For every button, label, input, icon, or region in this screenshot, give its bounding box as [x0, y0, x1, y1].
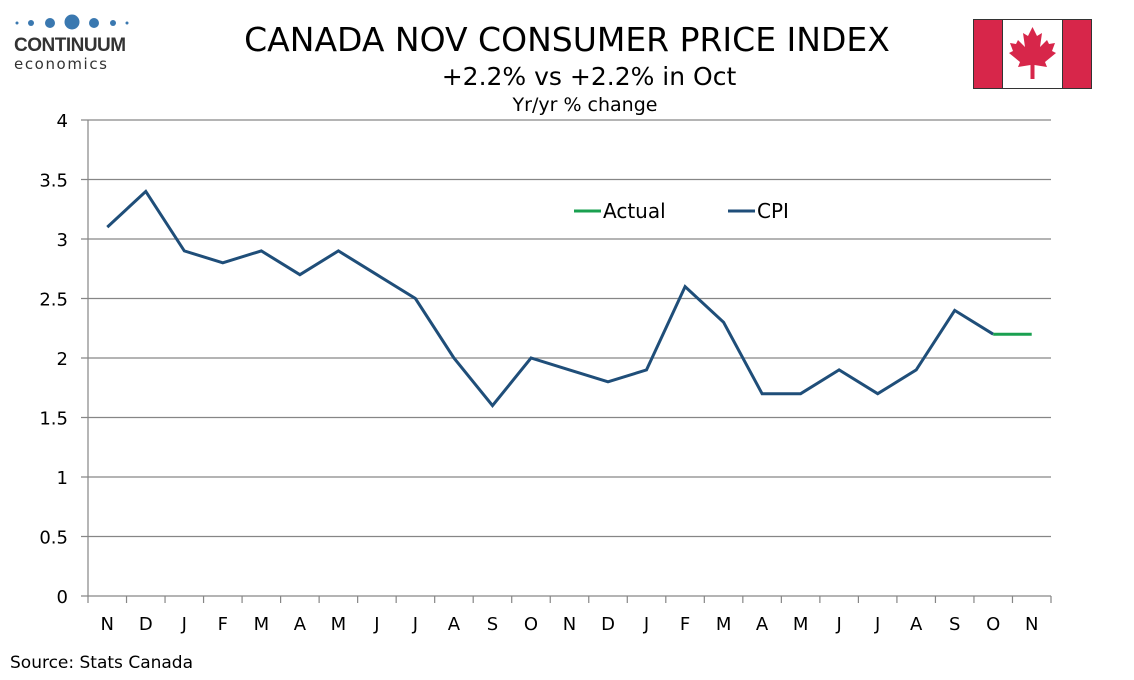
x-tick-label: A: [294, 614, 307, 635]
x-tick-label: F: [218, 614, 228, 635]
y-tick-label: 0.5: [39, 528, 68, 549]
x-tick-label: A: [756, 614, 769, 635]
x-tick-label: N: [101, 614, 114, 635]
x-tick-label: J: [412, 614, 418, 635]
y-tick-label: 1: [57, 468, 68, 489]
source-note: Source: Stats Canada: [10, 653, 194, 673]
logo-dots-icon: [15, 14, 129, 30]
x-tick-label: J: [181, 614, 187, 635]
x-tick-label: F: [680, 614, 690, 635]
canada-flag-icon: [973, 19, 1092, 89]
chart-subtitle: +2.2% vs +2.2% in Oct: [441, 62, 737, 91]
x-tick-label: J: [874, 614, 880, 635]
chart-title: CANADA NOV CONSUMER PRICE INDEX: [244, 20, 890, 59]
legend-label-actual: Actual: [603, 199, 666, 223]
continuum-logo: CONTINUUM economics: [14, 14, 134, 72]
x-tick-label: J: [373, 614, 379, 635]
y-tick-label: 3: [57, 230, 68, 251]
logo-name: CONTINUUM: [14, 35, 126, 56]
x-tick-label: S: [487, 614, 498, 635]
x-tick-label: J: [835, 614, 841, 635]
x-tick-label: M: [331, 614, 347, 635]
x-tick-label: M: [716, 614, 732, 635]
y-tick-label: 3.5: [39, 171, 68, 192]
x-tick-label: N: [563, 614, 576, 635]
x-tick-label: O: [986, 614, 1000, 635]
x-tick-label: A: [448, 614, 461, 635]
chart-unit-label: Yr/yr % change: [512, 94, 658, 116]
x-tick-label: D: [139, 614, 153, 635]
x-tick-label: M: [254, 614, 270, 635]
x-tick-label: O: [524, 614, 538, 635]
x-tick-label: M: [793, 614, 809, 635]
series-line-cpi: [106, 189, 994, 408]
x-tick-label: J: [643, 614, 649, 635]
y-tick-label: 0: [57, 587, 68, 608]
y-tick-label: 2.5: [39, 290, 68, 311]
x-tick-label: S: [949, 614, 960, 635]
x-tick-label: D: [601, 614, 615, 635]
logo-subtitle: economics: [14, 55, 109, 73]
x-tick-label: N: [1025, 614, 1038, 635]
y-tick-label: 4: [57, 111, 68, 132]
legend-label-cpi: CPI: [757, 199, 789, 223]
y-tick-label: 1.5: [39, 409, 68, 430]
x-tick-label: A: [910, 614, 923, 635]
y-tick-label: 2: [57, 349, 68, 370]
